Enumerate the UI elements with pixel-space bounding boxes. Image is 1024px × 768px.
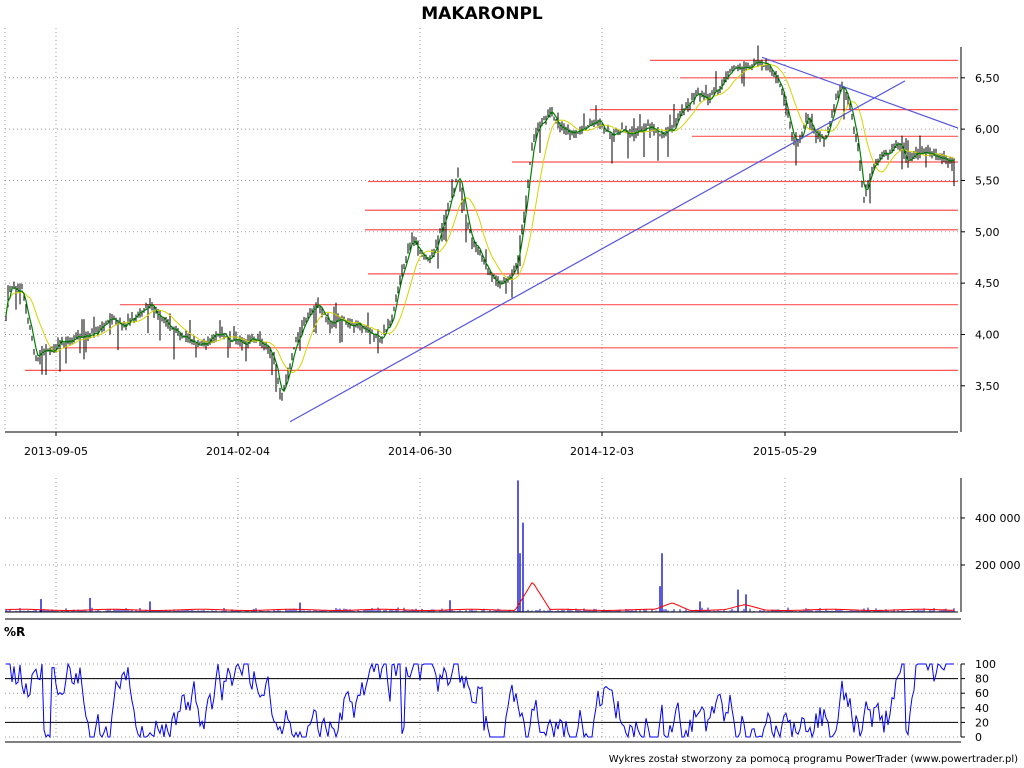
volume-moving-average xyxy=(6,581,955,612)
williams-r-line xyxy=(6,662,954,739)
trend-line xyxy=(289,80,906,423)
moving-average-short xyxy=(5,61,955,393)
price-tick-label: 5,00 xyxy=(975,226,1000,239)
date-tick-label: 2014-12-03 xyxy=(570,445,634,458)
price-tick-label: 6,50 xyxy=(975,72,1000,85)
price-tick-label: 6,00 xyxy=(975,123,1000,136)
price-panel: 3,504,004,505,005,506,006,50 2013-09-05 2… xyxy=(4,28,1000,458)
price-grid xyxy=(4,28,958,432)
date-axis: 2013-09-05 2014-02-04 2014-06-30 2014-12-03… xyxy=(5,431,958,458)
volume-grid xyxy=(5,478,958,612)
volume-panel: 200 000 400 000 xyxy=(5,478,1021,620)
price-tick-label: 4,50 xyxy=(975,277,1000,290)
williams-r-label: %R xyxy=(4,625,25,639)
price-tick-label: 4,00 xyxy=(975,328,1000,341)
price-axis: 3,50 4,00 4,50 5,00 5,50 6,00 6,50 xyxy=(960,47,1000,432)
price-tick-label: 3,50 xyxy=(975,380,1000,393)
trend-lines xyxy=(289,56,959,423)
date-tick-label: 2014-06-30 xyxy=(388,445,452,458)
price-tick-label: 5,50 xyxy=(975,174,1000,187)
date-tick-label: 2014-02-04 xyxy=(206,445,270,458)
williams-r-tick-label: 40 xyxy=(975,702,989,715)
williams-r-tick-label: 20 xyxy=(975,716,989,729)
williams-r-tick-label: 100 xyxy=(975,658,996,671)
williams-r-tick-label: 80 xyxy=(975,673,989,686)
date-tick-label: 2015-05-29 xyxy=(753,445,817,458)
date-tick-label: 2013-09-05 xyxy=(24,445,88,458)
volume-bars xyxy=(5,480,955,612)
chart-title: MAKARONPL xyxy=(421,4,543,24)
moving-average-long xyxy=(5,63,955,374)
volume-axis: 200 000 400 000 xyxy=(5,478,1021,620)
williams-r-tick-label: 60 xyxy=(975,687,989,700)
williams-r-tick-label: 0 xyxy=(975,731,982,744)
volume-tick-label: 400 000 xyxy=(975,512,1021,525)
trend-line xyxy=(761,56,959,129)
volume-tick-label: 200 000 xyxy=(975,559,1021,572)
footer-credit: Wykres został stworzony za pomocą progra… xyxy=(609,754,1018,765)
support-resistance-lines xyxy=(25,59,958,371)
